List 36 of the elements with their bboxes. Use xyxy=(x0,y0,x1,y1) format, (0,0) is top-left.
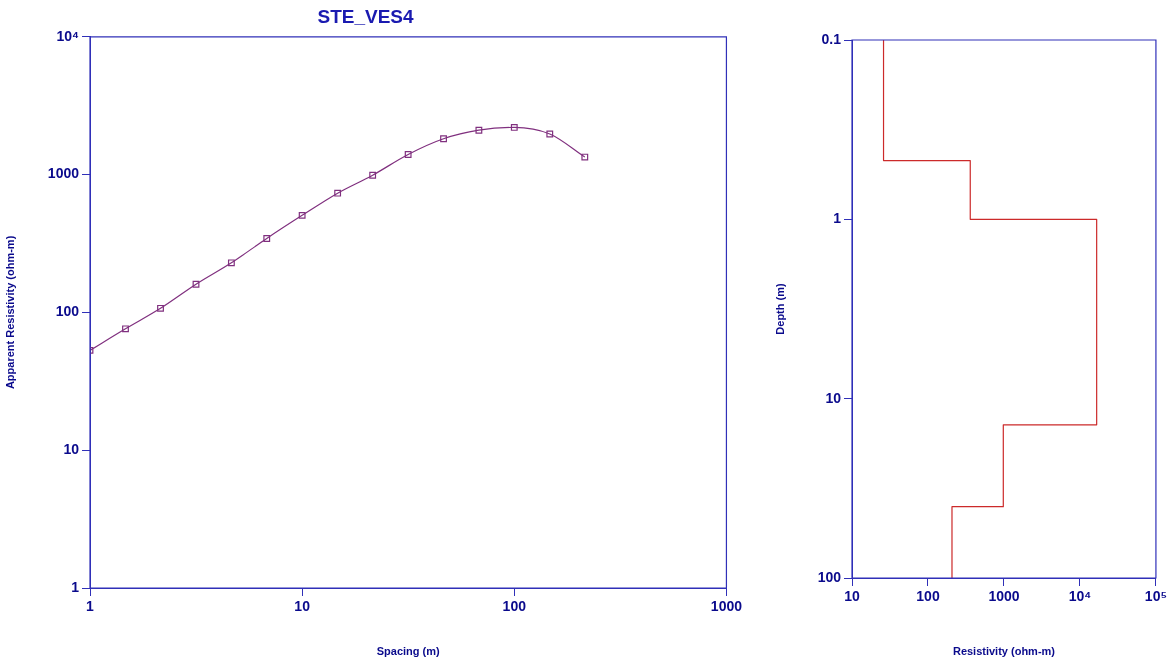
x-tick-label: 1000 xyxy=(988,588,1020,605)
x-tick-label: 1000 xyxy=(710,598,743,615)
y-tick-label: 10 xyxy=(825,389,842,406)
y-axis-title: Depth (m) xyxy=(773,283,786,335)
y-tick-label: 10⁴ xyxy=(56,27,80,44)
point xyxy=(475,126,483,134)
point xyxy=(440,135,447,143)
chart-title: STE_VES4 xyxy=(317,5,414,27)
y-tick-label: 100 xyxy=(55,303,80,320)
x-axis-title: Spacing (m) xyxy=(376,645,441,658)
x-tick-label: 10 xyxy=(844,588,860,605)
point xyxy=(298,211,306,219)
point xyxy=(404,151,412,158)
x-axis-title: Resistivity (ohm-m) xyxy=(952,645,1056,658)
x-tick-label: 1 xyxy=(86,598,95,615)
point xyxy=(369,171,377,179)
point xyxy=(192,280,200,288)
y-tick-label: 1 xyxy=(833,210,842,227)
point xyxy=(263,235,271,242)
point xyxy=(546,130,554,138)
point xyxy=(510,123,518,131)
y-tick-label: 10 xyxy=(63,441,80,458)
point xyxy=(122,325,129,333)
y-tick-label: 100 xyxy=(817,568,842,585)
point xyxy=(334,189,342,197)
point xyxy=(581,153,589,161)
point xyxy=(157,304,164,312)
y-tick-label: 0.1 xyxy=(821,30,842,47)
x-tick-label: 10⁴ xyxy=(1068,588,1092,605)
x-tick-label: 10⁵ xyxy=(1144,588,1167,605)
x-tick-label: 10 xyxy=(294,598,311,615)
y-axis-title: Apparent Resistivity (ohm-m) xyxy=(3,235,16,390)
x-tick-label: 100 xyxy=(502,598,527,615)
x-tick-label: 100 xyxy=(916,588,940,605)
y-tick-label: 1000 xyxy=(47,165,80,182)
point xyxy=(227,259,235,267)
